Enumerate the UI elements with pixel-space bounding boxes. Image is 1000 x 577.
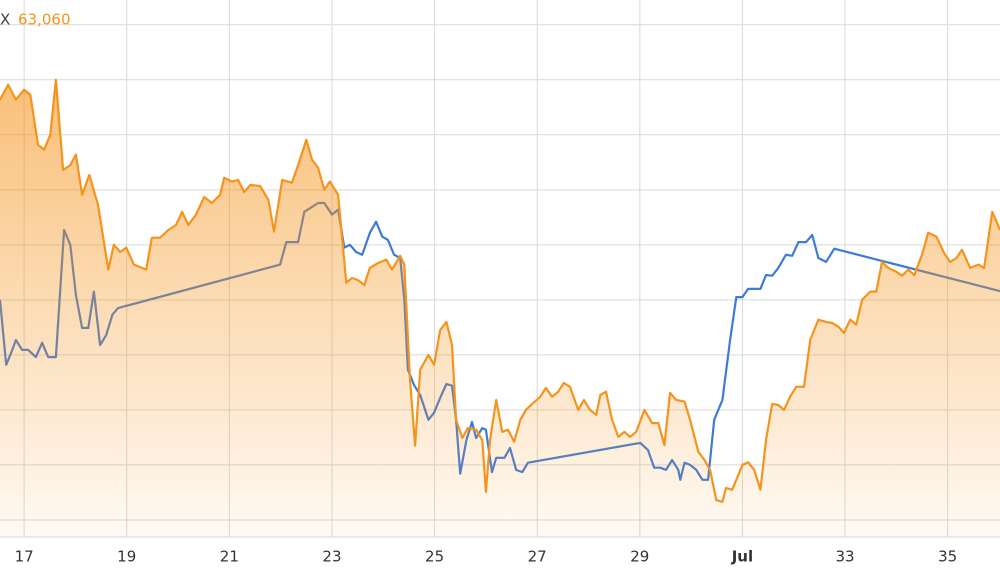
x-tick-label: 17 xyxy=(15,548,34,566)
header-label: X xyxy=(0,11,10,29)
x-tick-label: 25 xyxy=(425,548,444,566)
x-tick-label: Jul xyxy=(731,548,753,566)
x-tick-label: 19 xyxy=(117,548,136,566)
area xyxy=(0,79,1000,538)
header-value: 63,060 xyxy=(18,11,71,29)
plot xyxy=(0,78,1000,538)
x-tick-label: 29 xyxy=(630,548,649,566)
x-tick-label: 23 xyxy=(322,548,341,566)
x-tick-label: 27 xyxy=(528,548,547,566)
line xyxy=(0,78,1000,503)
x-tick-label: 21 xyxy=(220,548,239,566)
x-tick-label: 35 xyxy=(938,548,957,566)
x-tick-label: 33 xyxy=(836,548,855,566)
